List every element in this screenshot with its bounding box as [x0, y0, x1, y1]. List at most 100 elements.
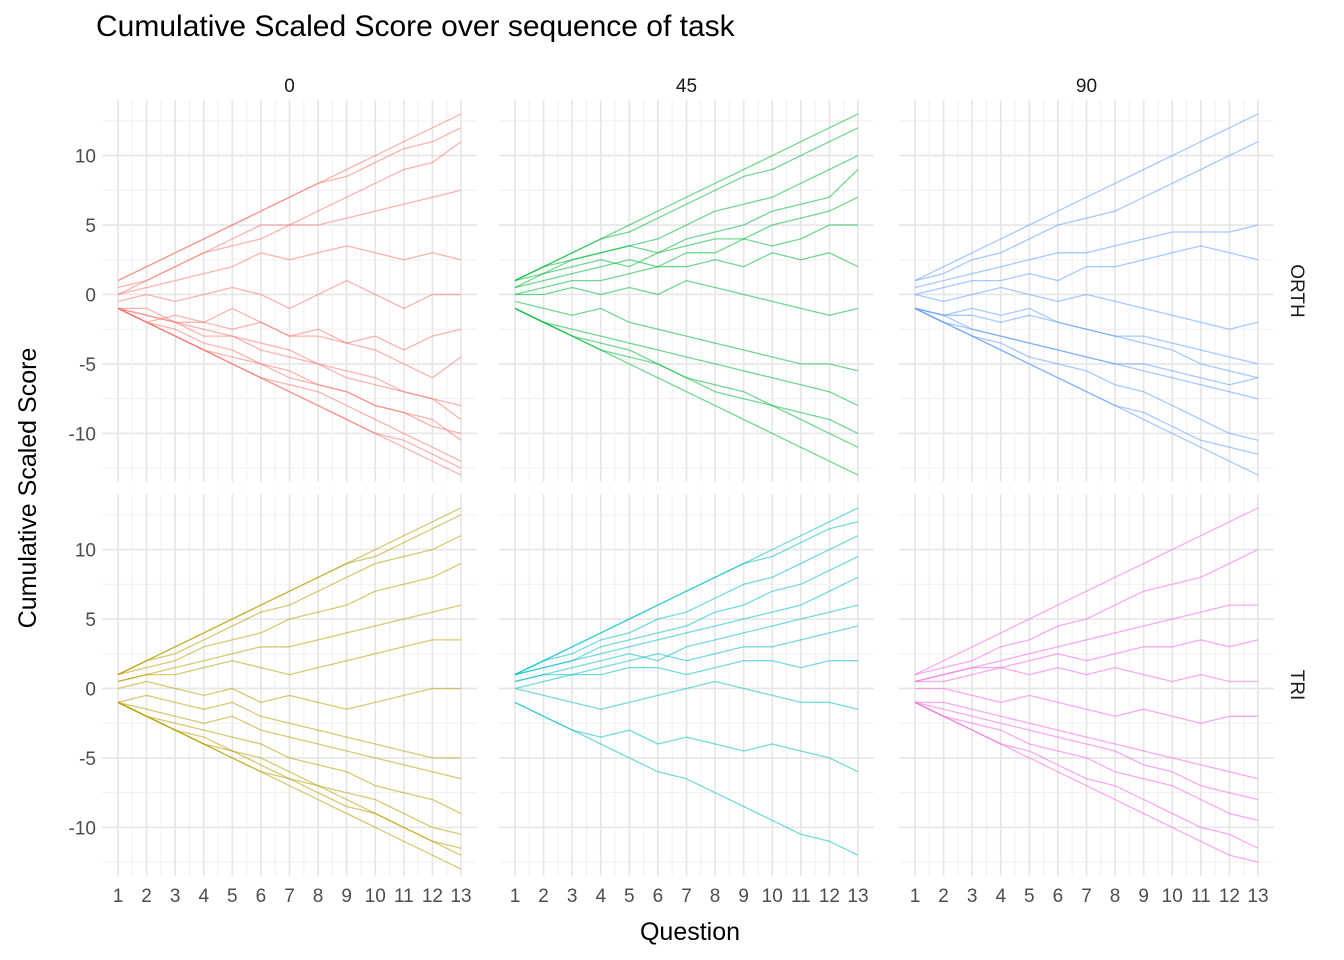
y-tick-label: 0 — [85, 679, 96, 700]
x-tick-label: 11 — [394, 886, 414, 907]
x-tick-label: 11 — [791, 886, 811, 907]
panel-tri-90 — [899, 494, 1274, 876]
series-line — [515, 279, 859, 316]
series-line — [514, 521, 859, 676]
series-line — [117, 701, 462, 856]
series-line — [914, 507, 1259, 676]
y-tick-label: -5 — [79, 749, 96, 770]
x-tick-label: 1 — [910, 886, 921, 907]
series-line — [117, 514, 462, 676]
x-tick-label: 4 — [595, 886, 606, 907]
series-line — [117, 604, 462, 683]
series-line — [914, 639, 1259, 683]
facet-label-row: TRI — [1286, 670, 1307, 701]
series-line — [915, 687, 1258, 724]
x-tick-label: 10 — [365, 886, 386, 907]
series-line — [914, 549, 1259, 676]
x-tick-label: 10 — [762, 886, 783, 907]
x-tick-label: 7 — [1081, 886, 1092, 907]
x-tick-label: 6 — [1053, 886, 1064, 907]
y-tick-label: -10 — [69, 424, 96, 445]
series-line — [117, 307, 462, 441]
x-tick-label: 4 — [198, 886, 209, 907]
series-line — [117, 562, 462, 676]
x-tick-label: 12 — [422, 886, 443, 907]
series-line — [514, 307, 859, 448]
series-line — [514, 300, 859, 372]
facet-label-col: 45 — [676, 76, 697, 97]
series-line — [514, 535, 859, 676]
y-tick-label: 10 — [75, 541, 96, 562]
y-tick-label: -5 — [79, 355, 96, 376]
series-line — [117, 307, 462, 379]
series-line — [117, 279, 461, 310]
x-tick-label: 8 — [313, 886, 324, 907]
series-line — [915, 701, 1259, 780]
x-tick-label: 12 — [1219, 886, 1240, 907]
x-tick-label: 13 — [847, 886, 868, 907]
series-line — [514, 196, 859, 289]
x-tick-label: 2 — [938, 886, 949, 907]
x-tick-label: 13 — [450, 886, 471, 907]
x-tick-label: 12 — [819, 886, 840, 907]
x-tick-label: 6 — [256, 886, 267, 907]
series-line — [117, 535, 462, 676]
x-tick-label: 6 — [653, 886, 664, 907]
series-line — [514, 680, 859, 710]
series-line — [914, 701, 1259, 849]
series-line — [914, 286, 1259, 330]
facet-label-row: ORTH — [1286, 264, 1307, 317]
x-tick-label: 2 — [141, 886, 152, 907]
x-axis-title: Question — [640, 918, 740, 946]
x-tick-label: 4 — [995, 886, 1006, 907]
x-tick-label: 9 — [1138, 886, 1149, 907]
series-line — [514, 307, 859, 407]
series-line — [514, 127, 859, 282]
x-tick-label: 8 — [710, 886, 721, 907]
x-tick-label: 5 — [1024, 886, 1035, 907]
series-line — [117, 701, 462, 780]
series-line — [514, 169, 859, 282]
series-line — [914, 307, 1259, 379]
x-tick-label: 5 — [227, 886, 238, 907]
series-line — [117, 189, 462, 296]
y-tick-label: -10 — [69, 818, 96, 839]
series-line — [914, 245, 1259, 296]
series-line — [514, 576, 859, 676]
series-line — [914, 307, 1259, 455]
series-line — [914, 113, 1259, 282]
x-tick-label: 11 — [1191, 886, 1211, 907]
panel-orth-45 — [499, 100, 874, 482]
panel-tri-0 — [102, 494, 477, 876]
facet-label-col: 0 — [284, 76, 295, 97]
x-tick-label: 7 — [284, 886, 295, 907]
series-line — [914, 224, 1259, 289]
panel-orth-0 — [102, 100, 477, 482]
x-tick-label: 1 — [510, 886, 521, 907]
x-tick-label: 7 — [681, 886, 692, 907]
series-line — [117, 307, 462, 407]
y-tick-label: 5 — [85, 216, 96, 237]
y-axis-title: Cumulative Scaled Score — [14, 348, 42, 629]
x-tick-label: 13 — [1247, 886, 1268, 907]
series-line — [514, 252, 859, 296]
y-tick-label: 10 — [75, 147, 96, 168]
series-line — [117, 701, 462, 815]
x-tick-label: 3 — [567, 886, 578, 907]
x-tick-label: 9 — [341, 886, 352, 907]
series-line — [514, 224, 858, 289]
series-line — [514, 701, 859, 856]
series-line — [117, 307, 462, 462]
x-tick-label: 3 — [170, 886, 181, 907]
x-tick-label: 10 — [1162, 886, 1183, 907]
y-tick-label: 5 — [85, 610, 96, 631]
chart-title: Cumulative Scaled Score over sequence of… — [96, 10, 735, 43]
x-tick-label: 1 — [113, 886, 124, 907]
panel-tri-45 — [499, 494, 874, 876]
series-line — [514, 604, 859, 683]
series-line — [914, 141, 1259, 282]
series-line — [117, 694, 461, 759]
x-tick-label: 8 — [1110, 886, 1121, 907]
panel-orth-90 — [899, 100, 1274, 482]
